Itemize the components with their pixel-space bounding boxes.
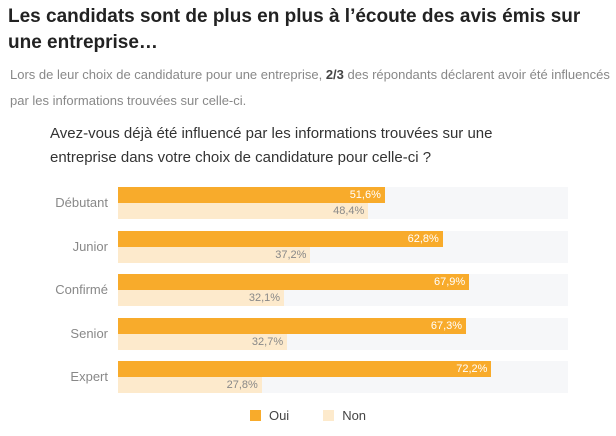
category-label: Junior [72, 238, 108, 254]
bar-oui: 62,8% [118, 230, 443, 247]
bar-oui: 67,3% [118, 317, 467, 334]
data-label: 67,9% [434, 276, 466, 288]
bar-oui: 67,9% [118, 274, 470, 290]
bar-non: 27,8% [118, 377, 262, 393]
page-title: Les candidats sont de plus en plus à l’é… [8, 6, 581, 53]
data-label: 37,2% [275, 248, 307, 261]
legend-label: Non [342, 408, 367, 423]
category-label: Confirmé [55, 282, 108, 297]
bar-oui: 51,6% [118, 187, 385, 203]
data-label: 32,1% [248, 292, 281, 304]
subtitle: Lors de leur choix de candidature pour u… [10, 62, 610, 114]
subtitle-text: Lors de leur choix de candidature pour u… [10, 67, 326, 82]
bar-non: 48,4% [118, 203, 369, 219]
subtitle-text-end: des répondants déclarent avoir été influ… [10, 67, 610, 108]
data-label: 62,8% [407, 232, 439, 245]
category-label: Senior [70, 325, 108, 341]
legend: Oui Non [0, 408, 616, 423]
subtitle-highlight: 2/3 [325, 67, 344, 82]
legend-swatch [249, 410, 261, 421]
bar-non: 32,1% [118, 290, 285, 306]
bar-non: 37,2% [118, 246, 311, 263]
legend-item: Non [323, 408, 366, 423]
bar-oui: 72,2% [118, 361, 492, 377]
data-label: 67,3% [430, 319, 463, 332]
data-label: 48,4% [333, 205, 365, 217]
legend-item: Oui [249, 408, 290, 423]
category-label: Débutant [55, 195, 108, 210]
data-label: 72,2% [456, 363, 488, 375]
data-label: 32,7% [251, 335, 284, 348]
bar-non: 32,7% [118, 333, 288, 350]
data-label: 27,8% [226, 379, 258, 391]
legend-label: Oui [268, 408, 290, 423]
data-label: 51,6% [349, 189, 381, 201]
legend-swatch [323, 410, 335, 421]
category-label: Expert [70, 369, 108, 384]
chart-title: Avez-vous déjà été influencé par les inf… [50, 125, 493, 166]
